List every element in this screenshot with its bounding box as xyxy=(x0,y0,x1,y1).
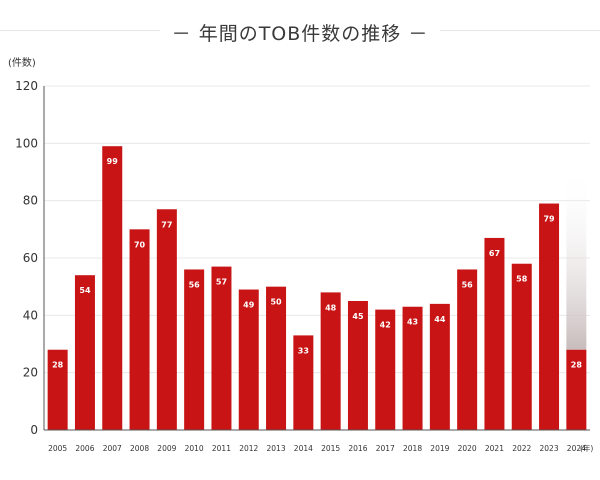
bar-2022 xyxy=(511,263,532,430)
x-tick-label-2017: 2017 xyxy=(376,444,395,453)
bar-2015 xyxy=(320,292,341,430)
chart-title: － 年間のTOB件数の推移 － xyxy=(159,18,441,46)
data-label-2013: 50 xyxy=(270,298,282,307)
data-label-2007: 99 xyxy=(107,157,119,166)
highlight-fade-rect xyxy=(566,166,587,350)
data-label-2012: 49 xyxy=(243,301,255,310)
data-label-2008: 70 xyxy=(134,240,146,249)
chart-title-wrap: － 年間のTOB件数の推移 － xyxy=(0,16,600,48)
bar-2011 xyxy=(211,266,232,430)
data-label-2005: 28 xyxy=(52,361,64,370)
y-tick-label: 100 xyxy=(15,136,38,150)
x-tick-label-2019: 2019 xyxy=(430,444,449,453)
x-tick-label-2022: 2022 xyxy=(512,444,531,453)
data-label-2022: 58 xyxy=(516,275,528,284)
data-label-2010: 56 xyxy=(189,280,201,289)
bar-2010 xyxy=(184,269,205,430)
x-tick-label-2006: 2006 xyxy=(75,444,94,453)
x-tick-label-2024: 2024 xyxy=(567,444,586,453)
y-tick-label: 80 xyxy=(23,194,38,208)
x-tick-label-2015: 2015 xyxy=(321,444,340,453)
x-axis-unit: (年) xyxy=(580,443,593,453)
bar-2012 xyxy=(238,289,259,430)
x-tick-label-2011: 2011 xyxy=(212,444,231,453)
y-tick-label: 20 xyxy=(23,366,38,380)
bar-2009 xyxy=(156,209,177,430)
bar-2013 xyxy=(266,286,287,430)
bar-2016 xyxy=(347,301,368,430)
y-axis-label: (件数) xyxy=(8,56,36,69)
x-tick-label-2020: 2020 xyxy=(458,444,477,453)
data-label-2011: 57 xyxy=(216,278,227,287)
x-tick-label-2023: 2023 xyxy=(540,444,559,453)
data-label-2006: 54 xyxy=(79,286,91,295)
bar-2018 xyxy=(402,306,423,430)
data-label-2019: 44 xyxy=(434,315,446,324)
data-label-2021: 67 xyxy=(489,249,500,258)
y-tick-label: 60 xyxy=(23,251,38,265)
bar-2006 xyxy=(74,275,95,430)
y-tick-label: 0 xyxy=(30,423,38,437)
x-tick-label-2021: 2021 xyxy=(485,444,504,453)
data-label-2020: 56 xyxy=(462,280,474,289)
data-label-2009: 77 xyxy=(161,220,172,229)
data-label-2023: 79 xyxy=(543,215,555,224)
bar-2020 xyxy=(457,269,478,430)
grid-lines xyxy=(44,85,590,374)
bar-2008 xyxy=(129,229,150,430)
bar-2024 xyxy=(566,349,587,430)
data-label-2018: 43 xyxy=(407,318,418,327)
data-label-2024: 28 xyxy=(571,361,583,370)
bar-2019 xyxy=(429,303,450,430)
data-label-2016: 45 xyxy=(352,312,364,321)
axes: 0 20 40 60 80 100 120 2005 2006 2007 2008 2009 2010 2… xyxy=(15,79,590,453)
x-tick-label-2005: 2005 xyxy=(48,444,67,453)
bar-2017 xyxy=(375,309,396,430)
x-tick-label-2013: 2013 xyxy=(267,444,286,453)
data-label-2015: 48 xyxy=(325,303,337,312)
data-labels: 28 54 99 70 77 56 57 49 50 33 48 45 42 43 44 56 67 58 79 28 xyxy=(52,157,582,370)
bar-2014 xyxy=(293,335,314,430)
x-tick-label-2007: 2007 xyxy=(103,444,122,453)
highlight-fade xyxy=(566,166,587,350)
y-tick-label: 40 xyxy=(23,308,38,322)
x-tick-label-2012: 2012 xyxy=(239,444,258,453)
bar-2023 xyxy=(539,203,560,430)
x-tick-label-2009: 2009 xyxy=(157,444,176,453)
x-tick-label-2010: 2010 xyxy=(185,444,204,453)
x-tick-label-2018: 2018 xyxy=(403,444,422,453)
x-tick-label-2008: 2008 xyxy=(130,444,149,453)
bar-2007 xyxy=(102,146,123,430)
data-label-2014: 33 xyxy=(298,346,309,355)
y-tick-label: 120 xyxy=(15,79,38,93)
data-label-2017: 42 xyxy=(380,321,391,330)
x-tick-label-2016: 2016 xyxy=(348,444,367,453)
bars xyxy=(47,146,587,430)
bar-2005 xyxy=(47,349,68,430)
x-tick-label-2014: 2014 xyxy=(294,444,313,453)
bar-2021 xyxy=(484,237,505,430)
